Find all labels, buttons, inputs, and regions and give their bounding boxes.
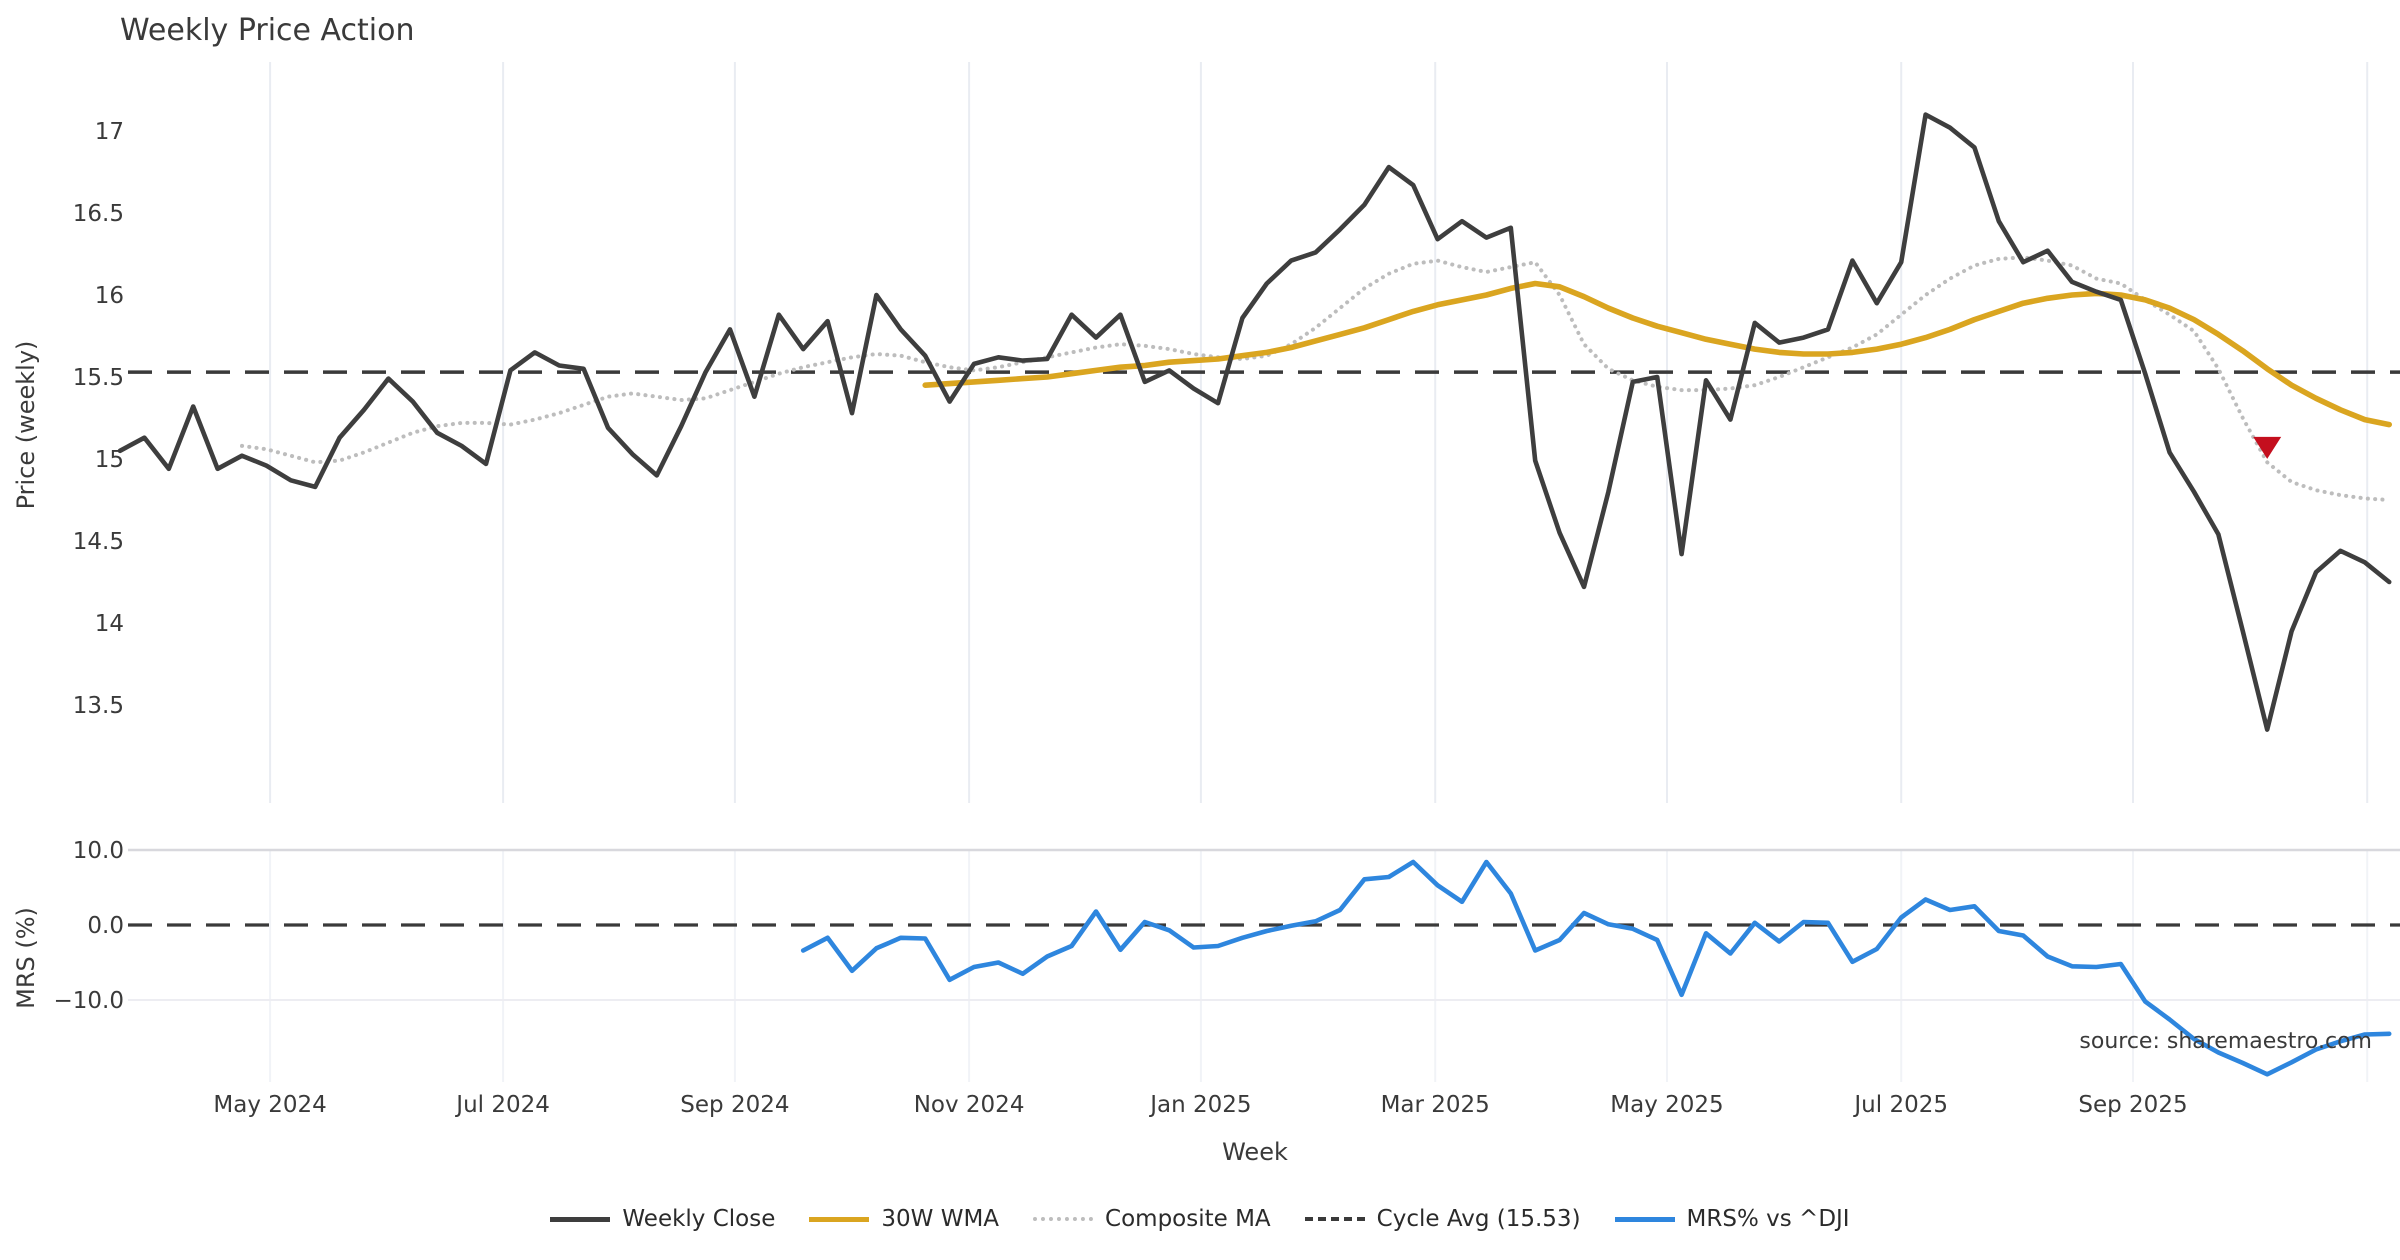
legend-line-swatch-icon xyxy=(1614,1216,1675,1222)
price-ytick-label: 15 xyxy=(95,447,124,473)
x-tick-label: Jul 2024 xyxy=(454,1092,550,1118)
legend-line-swatch-icon xyxy=(550,1216,611,1222)
legend-label: Cycle Avg (15.53) xyxy=(1376,1206,1581,1232)
legend-line-swatch-icon xyxy=(809,1216,870,1222)
gridlines xyxy=(128,62,2400,1082)
x-tick-label: Nov 2024 xyxy=(914,1092,1025,1118)
chart-title: Weekly Price Action xyxy=(120,13,415,48)
x-tick-label: May 2025 xyxy=(1610,1092,1723,1118)
x-tick-label: May 2024 xyxy=(213,1092,326,1118)
mrs-ytick-label: −10.0 xyxy=(54,988,124,1014)
mrs-ytick-label: 0.0 xyxy=(87,913,124,939)
legend-item-30w-wma: 30W WMA xyxy=(809,1206,999,1232)
legend-item-mrs-vs-dji: MRS% vs ^DJI xyxy=(1614,1206,1850,1232)
signal-triangle-icon xyxy=(2253,436,2282,459)
legend: Weekly Close 30W WMA Composite MA Cycle Avg… xyxy=(0,1206,2400,1232)
price-ytick-label: 16.5 xyxy=(73,201,124,227)
price-ytick-label: 17 xyxy=(95,119,124,145)
chart-series xyxy=(117,112,2400,1077)
legend-line-swatch-icon xyxy=(1304,1217,1365,1221)
x-tick-label: Jul 2025 xyxy=(1852,1092,1948,1118)
x-tick-label: Sep 2025 xyxy=(2078,1092,2187,1118)
x-tick-label: Mar 2025 xyxy=(1381,1092,1490,1118)
x-axis-title: Week xyxy=(1222,1138,1288,1166)
legend-label: MRS% vs ^DJI xyxy=(1686,1206,1850,1232)
price-ytick-label: 13.5 xyxy=(73,693,124,719)
source-note: source: sharemaestro.com xyxy=(2079,1029,2372,1054)
weekly-close-line xyxy=(117,112,2392,732)
tick-labels: 17 16.5 16 15.5 15 14.5 14 13.5 10.0 0.0 −10.0 May … xyxy=(54,119,2188,1118)
mrs-ytick-label: 10.0 xyxy=(73,838,124,864)
mrs-line xyxy=(800,859,2392,1077)
x-tick-label: Sep 2024 xyxy=(680,1092,789,1118)
legend-label: Composite MA xyxy=(1105,1206,1271,1232)
legend-label: 30W WMA xyxy=(881,1206,1000,1232)
legend-label: Weekly Close xyxy=(622,1206,776,1232)
price-ytick-label: 16 xyxy=(95,283,124,309)
price-ytick-label: 15.5 xyxy=(73,365,124,391)
legend-item-weekly-close: Weekly Close xyxy=(550,1206,775,1232)
x-tick-label: Jan 2025 xyxy=(1148,1092,1251,1118)
legend-item-composite-ma: Composite MA xyxy=(1033,1206,1271,1232)
wma-line xyxy=(922,280,2392,428)
price-ytick-label: 14.5 xyxy=(73,529,124,555)
price-axis-title: Price (weekly) xyxy=(12,341,40,510)
price-ytick-label: 14 xyxy=(95,611,124,637)
legend-item-cycle-avg-15-53: Cycle Avg (15.53) xyxy=(1304,1206,1581,1232)
legend-line-swatch-icon xyxy=(1033,1217,1094,1221)
mrs-axis-title: MRS (%) xyxy=(12,907,40,1009)
